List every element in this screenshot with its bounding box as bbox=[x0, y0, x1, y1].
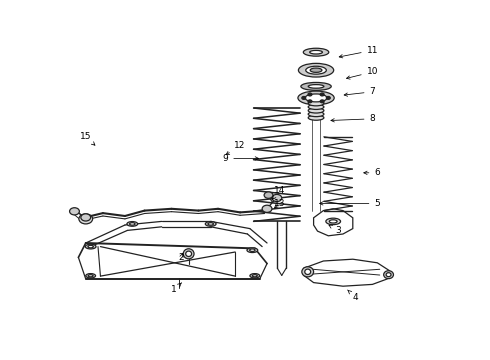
Ellipse shape bbox=[384, 271, 393, 279]
Ellipse shape bbox=[301, 82, 331, 90]
Ellipse shape bbox=[86, 274, 96, 278]
Ellipse shape bbox=[308, 101, 324, 106]
Ellipse shape bbox=[329, 220, 337, 223]
Ellipse shape bbox=[306, 66, 326, 74]
Ellipse shape bbox=[249, 249, 255, 251]
Text: 10: 10 bbox=[346, 68, 378, 79]
Text: 11: 11 bbox=[339, 46, 378, 58]
Ellipse shape bbox=[308, 115, 324, 120]
Ellipse shape bbox=[302, 267, 314, 277]
Ellipse shape bbox=[183, 249, 194, 259]
Circle shape bbox=[308, 93, 312, 96]
Circle shape bbox=[320, 100, 324, 103]
Text: 6: 6 bbox=[364, 168, 380, 177]
Ellipse shape bbox=[308, 112, 324, 117]
Text: 1: 1 bbox=[171, 283, 182, 294]
Ellipse shape bbox=[386, 273, 391, 276]
Circle shape bbox=[262, 205, 272, 212]
Text: 4: 4 bbox=[347, 290, 358, 302]
Circle shape bbox=[70, 208, 79, 215]
Circle shape bbox=[308, 100, 312, 103]
Text: 9: 9 bbox=[222, 154, 259, 163]
Circle shape bbox=[272, 194, 282, 202]
Text: 12: 12 bbox=[226, 141, 246, 155]
Circle shape bbox=[81, 214, 91, 221]
Ellipse shape bbox=[208, 222, 213, 225]
Ellipse shape bbox=[308, 85, 324, 88]
Ellipse shape bbox=[127, 221, 138, 226]
Circle shape bbox=[79, 214, 93, 224]
Ellipse shape bbox=[310, 68, 322, 72]
Text: 14: 14 bbox=[272, 186, 285, 199]
Text: 7: 7 bbox=[344, 87, 375, 96]
Ellipse shape bbox=[247, 248, 258, 253]
Ellipse shape bbox=[205, 221, 216, 226]
Text: 3: 3 bbox=[329, 225, 341, 235]
Text: 5: 5 bbox=[319, 199, 380, 208]
Ellipse shape bbox=[85, 244, 96, 249]
Text: 8: 8 bbox=[331, 114, 375, 123]
Ellipse shape bbox=[305, 94, 327, 102]
Circle shape bbox=[264, 192, 273, 198]
Ellipse shape bbox=[308, 108, 324, 113]
Text: 2: 2 bbox=[178, 253, 184, 262]
Ellipse shape bbox=[250, 274, 260, 278]
Circle shape bbox=[326, 96, 330, 99]
Ellipse shape bbox=[305, 269, 311, 274]
Text: 15: 15 bbox=[80, 132, 95, 145]
Ellipse shape bbox=[298, 91, 334, 105]
Ellipse shape bbox=[310, 50, 322, 54]
Ellipse shape bbox=[88, 246, 93, 248]
Ellipse shape bbox=[303, 48, 329, 56]
Circle shape bbox=[302, 96, 306, 99]
Ellipse shape bbox=[88, 275, 93, 277]
Ellipse shape bbox=[326, 218, 341, 225]
Ellipse shape bbox=[308, 104, 324, 109]
Ellipse shape bbox=[298, 63, 334, 77]
Ellipse shape bbox=[186, 251, 192, 256]
Ellipse shape bbox=[252, 275, 257, 277]
Ellipse shape bbox=[129, 222, 135, 225]
Circle shape bbox=[320, 93, 324, 96]
Text: 13: 13 bbox=[273, 199, 285, 208]
